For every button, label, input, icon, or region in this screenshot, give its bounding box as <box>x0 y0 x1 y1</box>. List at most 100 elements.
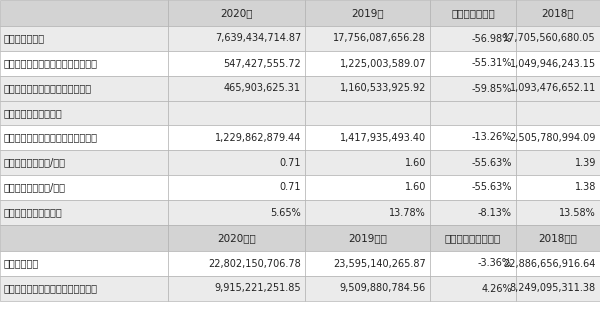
Text: 2,505,780,994.09: 2,505,780,994.09 <box>509 133 596 142</box>
Text: 4.26%: 4.26% <box>481 283 512 294</box>
Bar <box>168 276 305 301</box>
Text: 17,756,087,656.28: 17,756,087,656.28 <box>333 33 426 44</box>
Text: -59.85%: -59.85% <box>472 83 512 94</box>
Bar <box>305 225 430 251</box>
Bar <box>430 0 516 26</box>
Text: -3.36%: -3.36% <box>478 259 512 269</box>
Bar <box>168 225 305 251</box>
Bar <box>0 76 168 101</box>
Text: 营业收入（元）: 营业收入（元） <box>4 33 45 44</box>
Text: 1.60: 1.60 <box>404 183 426 193</box>
Text: 23,595,140,265.87: 23,595,140,265.87 <box>333 259 426 269</box>
Bar <box>516 276 600 301</box>
Bar <box>516 225 600 251</box>
Text: 2018年: 2018年 <box>542 8 574 18</box>
Bar <box>168 175 305 200</box>
Text: 1.38: 1.38 <box>575 183 596 193</box>
Bar <box>516 0 600 26</box>
Text: -55.31%: -55.31% <box>472 58 512 69</box>
Text: 性损益的净利润（元）: 性损益的净利润（元） <box>4 108 63 118</box>
Text: 稀释每股收益（元/股）: 稀释每股收益（元/股） <box>4 183 66 193</box>
Text: 1.39: 1.39 <box>575 158 596 167</box>
Bar <box>516 251 600 276</box>
Bar <box>305 26 430 51</box>
Bar <box>0 0 168 26</box>
Bar <box>430 101 516 125</box>
Bar <box>305 251 430 276</box>
Text: 22,886,656,916.64: 22,886,656,916.64 <box>503 259 596 269</box>
Text: 5.65%: 5.65% <box>270 208 301 218</box>
Text: 本年末比上年末增减: 本年末比上年末增减 <box>445 233 501 243</box>
Text: 13.58%: 13.58% <box>559 208 596 218</box>
Bar <box>516 26 600 51</box>
Bar <box>0 51 168 76</box>
Bar <box>430 200 516 225</box>
Text: -55.63%: -55.63% <box>472 183 512 193</box>
Text: 465,903,625.31: 465,903,625.31 <box>224 83 301 94</box>
Bar <box>0 150 168 175</box>
Bar <box>516 125 600 150</box>
Bar <box>430 251 516 276</box>
Text: 0.71: 0.71 <box>280 158 301 167</box>
Text: -8.13%: -8.13% <box>478 208 512 218</box>
Bar <box>168 26 305 51</box>
Bar <box>430 175 516 200</box>
Text: 1,049,946,243.15: 1,049,946,243.15 <box>510 58 596 69</box>
Bar <box>0 26 168 51</box>
Text: 1,160,533,925.92: 1,160,533,925.92 <box>340 83 426 94</box>
Text: 9,509,880,784.56: 9,509,880,784.56 <box>340 283 426 294</box>
Text: 基本每股收益（元/股）: 基本每股收益（元/股） <box>4 158 66 167</box>
Bar <box>0 175 168 200</box>
Bar <box>305 101 430 125</box>
Bar <box>430 150 516 175</box>
Text: 547,427,555.72: 547,427,555.72 <box>223 58 301 69</box>
Text: 2020年末: 2020年末 <box>217 233 256 243</box>
Bar <box>430 276 516 301</box>
Bar <box>305 150 430 175</box>
Bar <box>0 101 168 125</box>
Bar <box>305 175 430 200</box>
Bar <box>0 225 168 251</box>
Bar <box>168 200 305 225</box>
Text: 1,229,862,879.44: 1,229,862,879.44 <box>215 133 301 142</box>
Text: 9,915,221,251.85: 9,915,221,251.85 <box>214 283 301 294</box>
Bar <box>516 101 600 125</box>
Text: 2018年末: 2018年末 <box>539 233 577 243</box>
Bar <box>516 76 600 101</box>
Bar <box>516 200 600 225</box>
Text: 1,225,003,589.07: 1,225,003,589.07 <box>340 58 426 69</box>
Text: 归属于上市公司股东的扣除非经常: 归属于上市公司股东的扣除非经常 <box>4 83 92 94</box>
Text: 经营活动产生的现金流量净额（元）: 经营活动产生的现金流量净额（元） <box>4 133 98 142</box>
Text: -13.26%: -13.26% <box>472 133 512 142</box>
Text: 本年比上年增减: 本年比上年增减 <box>451 8 495 18</box>
Bar <box>168 251 305 276</box>
Bar <box>305 0 430 26</box>
Bar <box>516 51 600 76</box>
Bar <box>430 51 516 76</box>
Bar <box>305 76 430 101</box>
Text: 1,417,935,493.40: 1,417,935,493.40 <box>340 133 426 142</box>
Bar <box>305 276 430 301</box>
Bar <box>305 51 430 76</box>
Text: 1,093,476,652.11: 1,093,476,652.11 <box>510 83 596 94</box>
Bar <box>168 51 305 76</box>
Bar <box>168 150 305 175</box>
Bar <box>168 76 305 101</box>
Text: 总资产（元）: 总资产（元） <box>4 259 39 269</box>
Text: 13.78%: 13.78% <box>389 208 426 218</box>
Bar <box>168 125 305 150</box>
Bar <box>0 200 168 225</box>
Text: 0.71: 0.71 <box>280 183 301 193</box>
Bar <box>430 26 516 51</box>
Bar <box>168 0 305 26</box>
Text: 归属于上市公司股东的净资产（元）: 归属于上市公司股东的净资产（元） <box>4 283 98 294</box>
Bar <box>305 125 430 150</box>
Text: 归属于上市公司股东的净利润（元）: 归属于上市公司股东的净利润（元） <box>4 58 98 69</box>
Bar <box>430 125 516 150</box>
Bar <box>305 200 430 225</box>
Text: 1.60: 1.60 <box>404 158 426 167</box>
Bar <box>0 276 168 301</box>
Text: 8,249,095,311.38: 8,249,095,311.38 <box>510 283 596 294</box>
Text: 2020年: 2020年 <box>220 8 253 18</box>
Bar <box>430 225 516 251</box>
